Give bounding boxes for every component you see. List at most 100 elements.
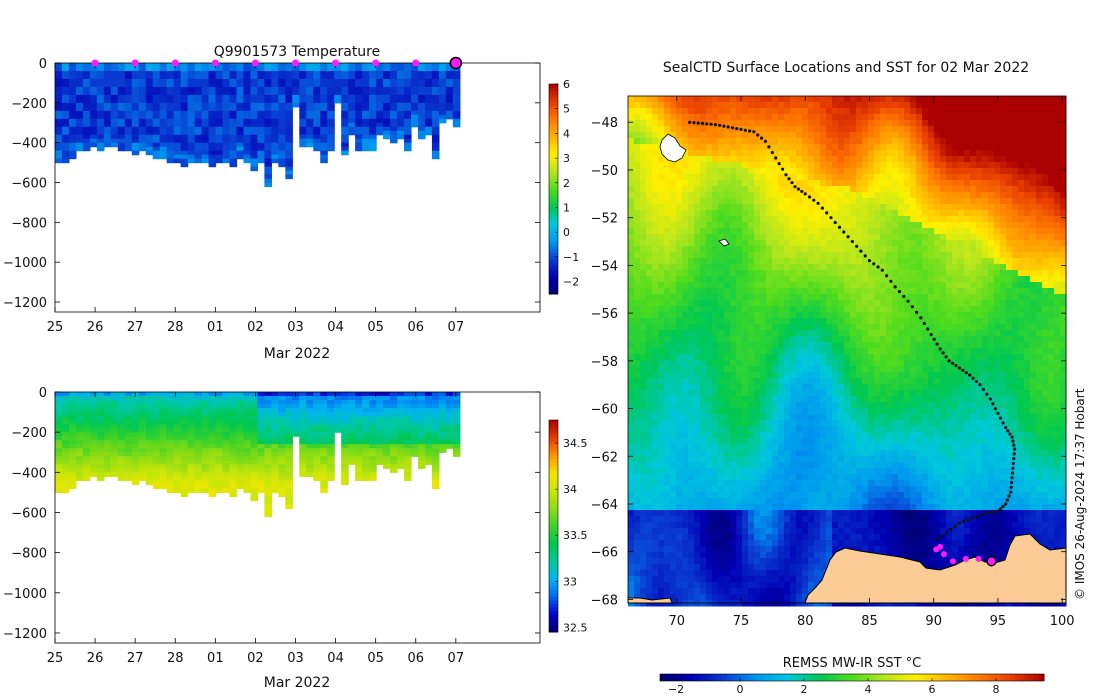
- section-cell: [55, 400, 63, 405]
- sst-cell: [934, 264, 941, 271]
- colorbar-segment: [549, 248, 558, 253]
- sst-cell: [694, 162, 701, 169]
- section-cell: [117, 476, 126, 481]
- section-cell: [397, 94, 405, 100]
- sst-cell: [844, 258, 851, 265]
- section-cell: [110, 90, 119, 96]
- section-cell: [96, 412, 105, 417]
- sst-cell: [790, 96, 797, 103]
- sst-cell: [916, 216, 923, 223]
- section-cell: [431, 484, 440, 489]
- sst-cell: [1048, 222, 1055, 229]
- section-cell: [369, 448, 377, 453]
- sst-cell: [730, 174, 737, 181]
- section-cell: [159, 90, 168, 96]
- section-cell: [61, 110, 70, 116]
- sst-cell: [928, 204, 935, 211]
- section-cell: [278, 488, 286, 493]
- section-cell: [236, 404, 245, 409]
- section-cell: [397, 134, 405, 140]
- sst-cell: [874, 126, 881, 133]
- section-cell: [348, 126, 356, 132]
- section-cell: [404, 98, 412, 104]
- colorbar-tick-label: −2: [563, 276, 579, 289]
- section-cell: [103, 66, 112, 72]
- section-cell: [404, 416, 412, 421]
- section-cell: [376, 66, 384, 72]
- sst-cell: [850, 240, 857, 247]
- sst-cell: [850, 174, 857, 181]
- sst-cell: [724, 210, 731, 217]
- section-cell: [236, 66, 245, 72]
- section-cell: [431, 464, 440, 469]
- section-cell: [152, 460, 161, 465]
- section-cell: [257, 146, 265, 152]
- section-cell: [327, 114, 335, 120]
- section-cell: [236, 396, 245, 401]
- sst-cell: [706, 270, 713, 277]
- section-cell: [159, 464, 168, 469]
- section-cell: [362, 404, 370, 409]
- sst-cell: [826, 168, 833, 175]
- sst-cell: [730, 270, 737, 277]
- colorbar-segment: [549, 87, 558, 92]
- sst-cell: [754, 174, 761, 181]
- sst-cell: [784, 240, 791, 247]
- sst-cell: [676, 120, 683, 127]
- section-cell: [173, 432, 182, 437]
- sst-cell: [1000, 132, 1007, 139]
- section-cell: [229, 492, 238, 498]
- section-cell: [424, 106, 433, 112]
- section-cell: [229, 94, 238, 100]
- sst-cell: [1060, 240, 1067, 247]
- sst-cell: [880, 198, 887, 205]
- sst-cell: [748, 246, 755, 253]
- section-cell: [452, 448, 461, 453]
- section-cell: [82, 452, 91, 457]
- section-cell: [278, 94, 286, 100]
- sst-cell: [982, 228, 989, 235]
- section-cell: [431, 432, 440, 437]
- section-cell: [173, 396, 182, 401]
- section-cell: [82, 436, 91, 441]
- sst-cell: [970, 156, 977, 163]
- section-cell: [96, 396, 105, 401]
- section-cell: [110, 82, 119, 88]
- section-cell: [145, 464, 154, 469]
- sst-cell: [940, 234, 947, 241]
- section-cell: [445, 408, 454, 413]
- section-cell: [208, 74, 217, 80]
- section-cell: [285, 392, 293, 397]
- section-cell: [355, 436, 363, 441]
- sst-cell: [772, 204, 779, 211]
- section-cell: [145, 448, 154, 453]
- section-cell: [82, 118, 91, 124]
- section-cell: [438, 424, 447, 429]
- section-cell: [131, 456, 140, 461]
- sst-cell: [730, 222, 737, 229]
- sst-cell: [1030, 240, 1037, 247]
- colorbar-segment: [549, 455, 558, 460]
- section-cell: [250, 66, 259, 72]
- section-cell: [166, 452, 175, 457]
- sst-cell: [712, 234, 719, 241]
- section-cell: [166, 420, 175, 425]
- sst-cell: [754, 150, 761, 157]
- section-cell: [341, 114, 349, 120]
- section-cell: [96, 118, 105, 124]
- sst-cell: [772, 192, 779, 199]
- section-cell: [355, 126, 363, 132]
- section-cell: [187, 428, 196, 433]
- section-cell: [285, 412, 293, 417]
- section-cell: [257, 404, 265, 409]
- section-cell: [334, 400, 342, 405]
- section-cell: [417, 90, 426, 96]
- section-cell: [278, 154, 286, 160]
- section-cell: [390, 396, 398, 401]
- section-cell: [278, 456, 286, 461]
- sst-cell: [772, 96, 779, 103]
- section-cell: [431, 118, 440, 124]
- section-cell: [348, 118, 356, 124]
- section-cell: [431, 154, 440, 160]
